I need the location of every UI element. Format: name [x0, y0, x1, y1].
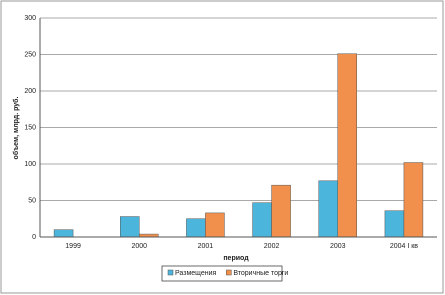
bar — [384, 210, 405, 238]
legend-label: Вторичные торги — [233, 270, 288, 277]
y-tick-label: 50 — [28, 197, 36, 204]
x-tick-label: 2004 I кв — [390, 243, 418, 250]
x-tick-label: 2000 — [131, 243, 147, 250]
bar — [337, 53, 357, 238]
bar — [120, 216, 140, 238]
y-tick-label: 150 — [24, 124, 36, 131]
bar — [205, 212, 225, 238]
y-tick-label: 250 — [24, 51, 36, 58]
bar — [318, 180, 338, 238]
y-tick-label: 200 — [24, 88, 36, 95]
x-tick-label: 2001 — [198, 243, 214, 250]
y-axis-label: объем, млрд. руб. — [12, 97, 20, 160]
legend-swatch — [226, 269, 232, 276]
bar — [403, 162, 424, 238]
x-tick-label: 1999 — [65, 243, 81, 250]
y-tick-label: 0 — [32, 234, 36, 241]
x-tick-label: 2003 — [330, 243, 346, 250]
x-tick-label: 2002 — [264, 243, 280, 250]
bar — [186, 218, 206, 238]
y-tick-label: 100 — [24, 161, 36, 168]
legend-label: Размещения — [175, 270, 217, 277]
legend-box — [161, 265, 283, 282]
x-axis-label: период — [223, 255, 249, 262]
bar — [53, 229, 74, 238]
bar — [271, 184, 291, 238]
legend-swatch — [167, 269, 174, 276]
bar — [252, 202, 272, 238]
y-tick-label: 300 — [24, 15, 36, 22]
